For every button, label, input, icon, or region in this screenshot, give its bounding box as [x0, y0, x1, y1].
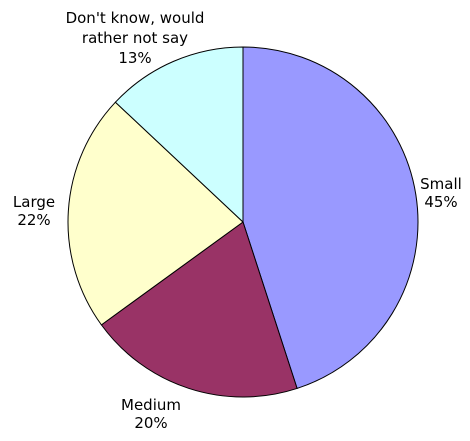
pie-percent-label: 20%	[134, 414, 167, 432]
pie-category-label: Don't know, would	[66, 9, 205, 27]
pie-slice-medium	[100, 221, 298, 398]
pie-label-don-t-know-would-rather-not-say: Don't know, would rather not say 13%	[66, 9, 205, 67]
labels-layer: Small 45% Medium 20% Large 22% Don't know, wou…	[13, 9, 462, 432]
pie-percent-label: 13%	[118, 49, 151, 67]
pie-category-label: Medium	[121, 396, 181, 414]
pie-slice-large	[67, 101, 244, 326]
pie-slice-don-t-know-would-rather-not-say	[114, 46, 244, 224]
pie-category-label: Small	[420, 175, 462, 193]
pie-label-large: Large 22%	[13, 193, 55, 229]
pie-category-label: Large	[13, 193, 55, 211]
pie-percent-label: 22%	[17, 211, 50, 229]
pie-category-label: rather not say	[82, 29, 188, 47]
pie-label-small: Small 45%	[420, 175, 462, 211]
pie-label-medium: Medium 20%	[121, 396, 181, 432]
slices-layer	[67, 46, 419, 398]
pie-percent-label: 45%	[424, 193, 457, 211]
pie-slice-small	[242, 46, 419, 390]
